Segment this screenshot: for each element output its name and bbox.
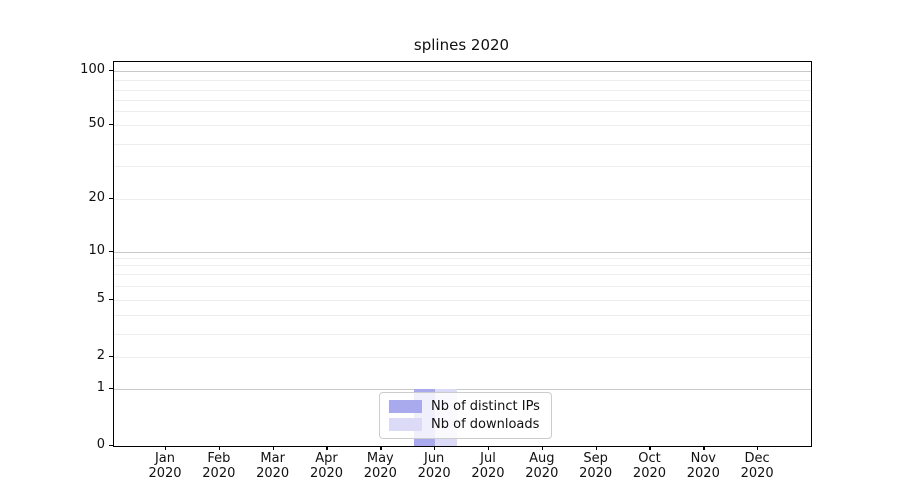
x-tick-label: Dec 2020 xyxy=(729,451,785,481)
gridline-minor xyxy=(114,265,811,266)
y-tick-label: 0 xyxy=(96,437,105,452)
gridline-minor xyxy=(114,274,811,275)
y-tick-mark xyxy=(109,356,113,358)
gridline-minor xyxy=(114,286,811,287)
x-tick-mark xyxy=(649,446,651,450)
y-tick-mark xyxy=(109,70,113,72)
x-tick-label: Feb 2020 xyxy=(191,451,247,481)
legend-label: Nb of distinct IPs xyxy=(431,398,540,414)
x-tick-year: 2020 xyxy=(686,466,720,481)
chart-title: splines 2020 xyxy=(413,36,510,54)
x-tick-month: Aug xyxy=(529,451,555,466)
x-tick-year: 2020 xyxy=(417,466,451,481)
x-tick-label: Mar 2020 xyxy=(245,451,301,481)
x-tick-mark xyxy=(218,446,221,450)
x-tick-year: 2020 xyxy=(579,466,613,481)
x-tick-month: Jul xyxy=(480,451,496,466)
gridline-major xyxy=(114,71,811,73)
x-tick-label: Aug 2020 xyxy=(514,451,570,481)
plot-area: Nb of distinct IPs Nb of downloads xyxy=(113,61,812,447)
x-tick-year: 2020 xyxy=(148,466,182,481)
x-tick-label: May 2020 xyxy=(352,451,408,481)
y-tick-mark xyxy=(109,299,113,301)
x-tick-year: 2020 xyxy=(525,466,559,481)
gridline-major xyxy=(114,252,811,254)
legend-item: Nb of downloads xyxy=(389,417,542,432)
x-tick-month: Mar xyxy=(260,451,285,466)
gridline-minor xyxy=(114,300,811,301)
x-tick-label: Oct 2020 xyxy=(621,451,677,481)
x-tick-mark xyxy=(272,446,274,450)
y-tick-label: 20 xyxy=(88,190,105,205)
y-tick-label: 1 xyxy=(96,380,105,395)
x-tick-mark xyxy=(326,446,328,450)
x-tick-mark xyxy=(703,446,705,450)
x-tick-month: Feb xyxy=(207,451,231,466)
x-tick-month: Sep xyxy=(583,451,608,466)
x-tick-year: 2020 xyxy=(471,466,505,481)
x-tick-month: Jun xyxy=(423,451,445,466)
legend: Nb of distinct IPs Nb of downloads xyxy=(379,392,552,439)
gridline-minor xyxy=(114,80,811,81)
x-tick-mark xyxy=(595,446,597,450)
x-tick-label: Jun 2020 xyxy=(406,451,462,481)
gridline-minor xyxy=(114,125,811,126)
x-tick-label: Nov 2020 xyxy=(675,451,731,481)
gridline-minor xyxy=(114,166,811,167)
y-tick-mark xyxy=(109,251,113,253)
x-tick-year: 2020 xyxy=(309,466,344,481)
x-tick-mark xyxy=(487,446,490,450)
gridline-minor xyxy=(114,144,811,145)
y-tick-mark xyxy=(109,124,113,126)
x-tick-year: 2020 xyxy=(256,466,290,481)
gridline-minor xyxy=(114,258,811,259)
x-tick-label: Jan 2020 xyxy=(137,451,193,481)
x-tick-label: Sep 2020 xyxy=(568,451,624,481)
x-tick-year: 2020 xyxy=(363,466,397,481)
gridline-minor xyxy=(114,199,811,200)
gridline-minor xyxy=(114,357,811,358)
y-tick-label: 10 xyxy=(88,243,105,258)
y-tick-label: 100 xyxy=(80,62,105,77)
legend-swatch xyxy=(389,399,422,413)
x-tick-mark xyxy=(757,446,759,450)
x-tick-month: Dec xyxy=(744,451,770,466)
x-tick-month: Oct xyxy=(638,451,661,466)
gridline-minor xyxy=(114,111,811,112)
gridline-minor xyxy=(114,100,811,101)
x-tick-month: Nov xyxy=(690,451,716,466)
legend-item: Nb of distinct IPs xyxy=(389,399,542,414)
x-tick-mark xyxy=(434,446,436,450)
x-tick-year: 2020 xyxy=(632,466,667,481)
y-tick-mark xyxy=(109,198,113,200)
x-tick-mark xyxy=(380,446,382,450)
gridline-minor xyxy=(114,90,811,91)
x-tick-label: Apr 2020 xyxy=(298,451,354,481)
x-tick-month: May xyxy=(366,451,394,466)
y-tick-label: 5 xyxy=(96,291,105,306)
x-tick-mark xyxy=(165,446,167,450)
gridline-minor xyxy=(114,315,811,316)
legend-swatch xyxy=(389,418,422,432)
y-tick-mark xyxy=(109,445,113,447)
x-tick-month: Apr xyxy=(315,451,338,466)
x-tick-year: 2020 xyxy=(740,466,774,481)
gridline-major xyxy=(114,389,811,391)
y-tick-label: 2 xyxy=(96,348,105,363)
x-tick-month: Jan xyxy=(154,451,176,466)
legend-label: Nb of downloads xyxy=(431,417,540,433)
gridline-minor xyxy=(114,334,811,335)
y-tick-mark xyxy=(109,388,113,390)
x-tick-label: Jul 2020 xyxy=(460,451,516,481)
x-tick-mark xyxy=(541,446,544,450)
y-tick-label: 50 xyxy=(88,116,105,131)
x-tick-year: 2020 xyxy=(202,466,236,481)
